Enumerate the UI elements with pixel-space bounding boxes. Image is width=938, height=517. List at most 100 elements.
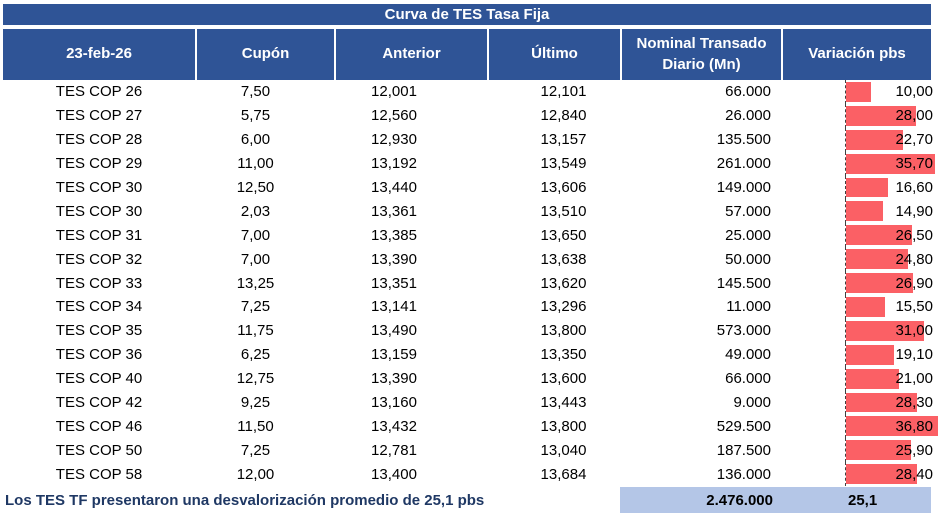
column-header-cupon: Cupón: [197, 29, 334, 80]
nominal-cell: 261.000: [716, 155, 771, 173]
table-row: TES COP 29 11,00 13,192 13,549 261.000 3…: [3, 151, 936, 176]
variacion-average-cell: 25,1: [848, 491, 878, 509]
variacion-databar: [846, 273, 914, 294]
bond-name-cell: TES COP 42: [55, 394, 143, 412]
nominal-cell: 136.000: [716, 465, 771, 483]
databar-axis-line: [845, 151, 846, 176]
variacion-databar: [846, 416, 938, 437]
nominal-cell: 50.000: [725, 250, 771, 268]
bond-name-cell: TES COP 33: [55, 274, 143, 292]
variacion-databar: [846, 153, 936, 174]
variacion-value: 14,90: [895, 202, 933, 220]
cupon-cell: 11,00: [237, 155, 274, 173]
bond-name-cell: TES COP 32: [55, 250, 143, 268]
databar-axis-line: [845, 175, 846, 200]
variacion-value: 36,80: [895, 417, 933, 435]
cupon-cell: 7,00: [240, 250, 271, 268]
table-row: TES COP 30 12,50 13,440 13,606 149.000 1…: [3, 175, 933, 200]
variacion-value: 16,60: [895, 179, 933, 196]
nominal-cell: 57.000: [725, 202, 771, 220]
variacion-databar: [846, 225, 913, 246]
variacion-databar: [846, 344, 894, 365]
table-row: TES COP 30 2,03 13,361 13,510 57.000 14,…: [3, 199, 933, 224]
bond-name-cell: TES COP 34: [55, 298, 143, 316]
bond-name-cell: TES COP 58: [55, 465, 143, 483]
nominal-cell: 9.000: [733, 394, 771, 412]
ultimo-cell: 13,800: [540, 322, 587, 340]
ultimo-cell: 12,101: [540, 83, 587, 101]
cupon-cell: 13,25: [236, 274, 275, 292]
cupon-cell: 12,50: [236, 179, 275, 196]
variacion-value: 26,50: [895, 226, 933, 244]
cupon-cell: 11,50: [237, 417, 274, 435]
table-row: TES COP 46 11,50 13,432 13,800 529.500 3…: [3, 414, 938, 439]
bond-name-cell: TES COP 40: [55, 370, 143, 388]
table-body: TES COP 26 7,50 12,001 12,101 66.000 10,…: [3, 80, 938, 487]
databar-axis-line: [845, 390, 846, 415]
cupon-cell: 7,50: [240, 83, 271, 101]
variacion-value: 19,10: [895, 346, 933, 364]
variacion-databar: [846, 82, 871, 102]
variacion-value: 22,70: [895, 131, 933, 149]
table-title: Curva de TES Tasa Fija: [3, 4, 931, 25]
table-row: TES COP 50 7,25 12,781 13,040 187.500 25…: [3, 438, 933, 463]
variacion-databar: [846, 297, 885, 317]
column-header-nominal: Nominal Transado Diario (Mn): [622, 29, 781, 80]
nominal-cell: 66.000: [725, 83, 771, 101]
footer-totals-area: 2.476.000 25,1: [620, 487, 931, 514]
tes-table: Curva de TES Tasa Fija 23-feb-26 Cupón A…: [3, 4, 938, 514]
variacion-value: 28,00: [895, 107, 933, 125]
nominal-total-cell: 2.476.000: [706, 491, 773, 509]
cupon-cell: 2,03: [240, 202, 271, 220]
variacion-value: 26,90: [895, 274, 933, 292]
variacion-databar: [846, 177, 888, 198]
variacion-databar: [846, 464, 917, 485]
bond-name-cell: TES COP 29: [55, 155, 143, 173]
cupon-cell: 12,00: [236, 465, 275, 483]
variacion-cell: 35,70: [783, 151, 936, 176]
variacion-value: 28,30: [895, 394, 933, 412]
databar-axis-line: [845, 223, 846, 248]
bond-name-cell: TES COP 30: [55, 179, 143, 196]
nominal-cell: 187.500: [716, 441, 771, 459]
cupon-cell: 6,00: [240, 131, 271, 149]
table-row: TES COP 58 12,00 13,400 13,684 136.000 2…: [3, 462, 933, 487]
anterior-cell: 12,930: [371, 131, 417, 149]
ultimo-cell: 13,040: [540, 441, 587, 459]
variacion-databar: [846, 392, 917, 413]
databar-axis-line: [845, 271, 846, 296]
cupon-cell: 12,75: [236, 370, 275, 388]
nominal-cell: 529.500: [716, 417, 771, 435]
variacion-databar: [846, 320, 924, 341]
variacion-databar: [846, 105, 916, 126]
table-row: TES COP 40 12,75 13,390 13,600 66.000 21…: [3, 366, 933, 391]
bond-name-cell: TES COP 50: [55, 441, 143, 459]
ultimo-cell: 13,800: [540, 417, 587, 435]
table-row: TES COP 42 9,25 13,160 13,443 9.000 28,3…: [3, 390, 933, 415]
databar-axis-line: [845, 438, 846, 463]
bond-name-cell: TES COP 26: [55, 83, 143, 101]
cupon-cell: 9,25: [240, 394, 271, 412]
table-row: TES COP 27 5,75 12,560 12,840 26.000 28,…: [3, 103, 933, 128]
table-row: TES COP 28 6,00 12,930 13,157 135.500 22…: [3, 127, 933, 152]
ultimo-cell: 13,350: [540, 346, 587, 364]
variacion-cell: 24,80: [783, 247, 933, 272]
bond-name-cell: TES COP 27: [55, 107, 143, 125]
variacion-databar: [846, 201, 884, 222]
ultimo-cell: 13,510: [540, 202, 587, 220]
anterior-cell: 13,141: [371, 298, 417, 316]
variacion-databar: [846, 129, 903, 150]
variacion-cell: 10,00: [783, 80, 933, 104]
nominal-cell: 135.500: [716, 131, 771, 149]
variacion-cell: 16,60: [783, 175, 933, 200]
variacion-value: 15,50: [895, 298, 933, 316]
databar-axis-line: [845, 318, 846, 343]
ultimo-cell: 13,684: [540, 465, 587, 483]
bond-name-cell: TES COP 35: [55, 322, 143, 340]
column-header-date: 23-feb-26: [3, 29, 195, 80]
ultimo-cell: 13,650: [540, 226, 587, 244]
variacion-cell: 28,00: [783, 103, 933, 128]
variacion-value: 10,00: [895, 83, 933, 101]
anterior-cell: 13,390: [371, 250, 417, 268]
summary-note: Los TES TF presentaron una desvalorizaci…: [5, 491, 485, 509]
